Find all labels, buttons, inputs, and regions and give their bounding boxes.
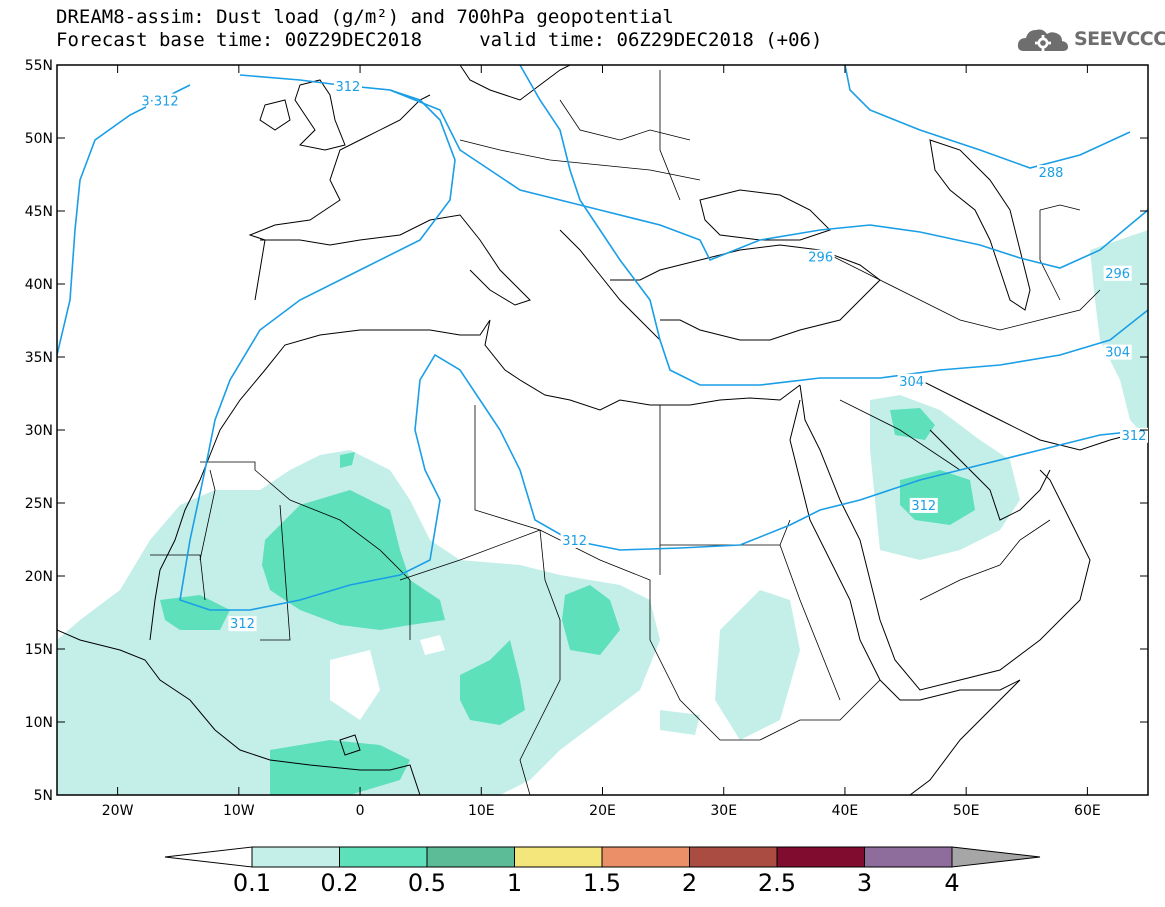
lon-tick-label: 50E [953,803,980,819]
lat-tick-label: 30N [25,423,53,439]
contour-label: 312 [562,534,587,549]
contour-labels: 3·312 312 288 296 296 304 304 312 312 312 312 [141,78,1148,632]
lon-tick-label: 10E [468,803,495,819]
colorbar-label: 1.5 [583,869,621,897]
contour-label-bg [909,497,938,513]
colorbar-segment [251,846,340,868]
contour-label: 288 [1039,166,1064,181]
colorbar-segment [864,846,953,868]
colorbar-label: 1 [507,869,522,897]
colorbar-low-arrow [164,846,253,868]
colorbar-label: 0.1 [233,869,271,897]
lon-tick-label: 10W [223,803,255,819]
contour-label-bg [560,532,589,548]
colorbar-segment [776,846,865,868]
colorbar-label: 3 [857,869,872,897]
lat-axis: 55N 50N 45N 40N 35N 30N 25N 20N 15N 10N 5N [25,58,1148,804]
contour-label-bg [146,93,175,109]
logo-text: SEEVCCC [1074,28,1165,50]
dust-band-medium [160,408,975,795]
cloud-cog-icon [1017,29,1068,51]
contour-label: 304 [1105,346,1130,361]
contour-label-bg [1037,165,1066,181]
contour-label: 296 [1105,267,1130,282]
lon-tick-label: 60E [1074,803,1101,819]
lon-tick-label: 20W [102,803,134,819]
dust-band-light [57,230,1148,795]
colorbar-segment [426,846,515,868]
colorbar: 0.1 0.2 0.5 1 1.5 2 2.5 3 4 [164,846,1041,897]
lon-tick-label: 20E [589,803,616,819]
contour-label-bg [1103,344,1132,360]
lat-tick-label: 40N [25,277,53,293]
contour-label-bg [806,249,835,265]
colorbar-segment [689,846,778,868]
contour-label: 312 [911,499,936,514]
colorbar-segment [601,846,690,868]
colorbar-label: 2.5 [758,869,796,897]
colorbar-segment [514,846,603,868]
colorbar-label: 0.2 [320,869,358,897]
contour-label: 304 [899,375,924,390]
contour-label-bg [1103,265,1132,281]
lat-tick-label: 5N [34,788,53,804]
lat-tick-label: 35N [25,350,53,366]
contour-label: 3·312 [141,95,178,110]
lon-axis: 20W 10W 0 10E 20E 30E 40E 50E 60E [102,65,1101,819]
colorbar-label: 4 [944,869,959,897]
colorbar-label: 0.5 [408,869,446,897]
contour-label: 312 [336,80,361,95]
contour-label-bg [897,373,926,389]
contour-label-bg [1120,427,1148,443]
dust-gap [330,635,445,720]
geopotential-contours [57,65,1148,611]
lon-tick-label: 0 [356,803,365,819]
lon-tick-label: 30E [710,803,737,819]
borders [150,70,1101,795]
lat-tick-label: 55N [25,58,53,74]
map-title: DREAM8-assim: Dust load (g/m²) and 700hP… [56,6,674,28]
contour-label: 296 [808,251,833,266]
colorbar-label: 2 [682,869,697,897]
lat-tick-label: 45N [25,204,53,220]
dust-shading [57,230,1148,795]
logo: SEEVCCC [1016,22,1165,56]
lat-tick-label: 15N [25,642,53,658]
lon-tick-label: 40E [832,803,859,819]
coastlines [57,65,1148,795]
contour-label-bg [333,78,362,94]
contour-label: 312 [230,617,255,632]
contour-label: 312 [1122,429,1147,444]
colorbar-high-arrow [951,846,1041,868]
contour-label-bg [228,616,257,632]
lat-tick-label: 50N [25,131,53,147]
map-subtitle: Forecast base time: 00Z29DEC2018 valid t… [56,29,823,51]
lat-tick-label: 20N [25,569,53,585]
lat-tick-label: 25N [25,496,53,512]
lat-tick-label: 10N [25,715,53,731]
colorbar-segment [339,846,428,868]
